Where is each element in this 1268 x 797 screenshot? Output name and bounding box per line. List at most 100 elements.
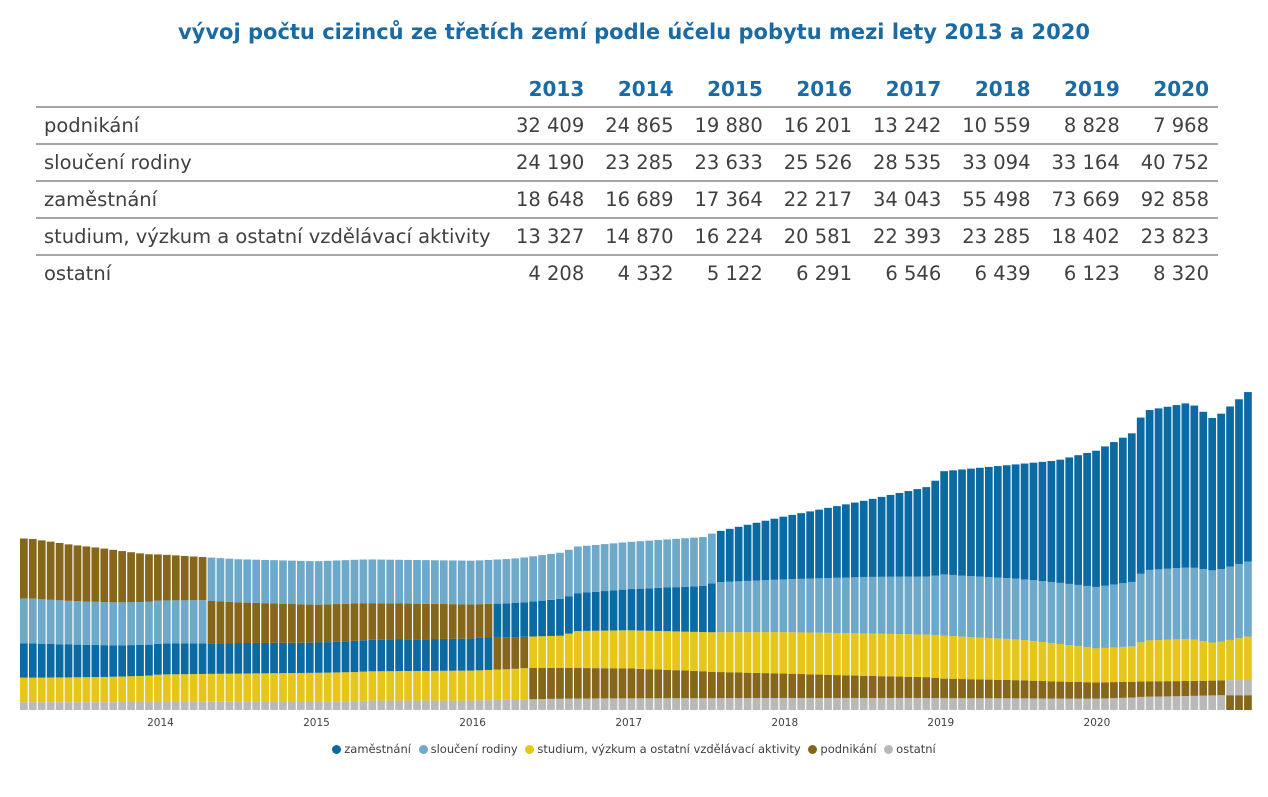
segment-studium, výzkum a ostatní vzdělávací aktivity <box>1199 640 1208 681</box>
segment-studium, výzkum a ostatní vzdělávací aktivity <box>493 669 502 700</box>
month-stack <box>618 542 627 710</box>
segment-podnikání <box>1226 695 1234 710</box>
segment-zaměstnání <box>162 643 171 675</box>
segment-sloučení rodiny <box>154 600 162 644</box>
segment-zaměstnání <box>55 644 64 678</box>
segment-sloučení rodiny <box>520 557 529 603</box>
segment-podnikání <box>1118 681 1127 698</box>
segment-sloučení rodiny <box>439 560 448 605</box>
month-stack <box>538 555 546 710</box>
segment-zaměstnání <box>109 645 118 677</box>
segment-sloučení rodiny <box>904 576 913 635</box>
segment-studium, výzkum a ostatní vzdělávací aktivity <box>359 671 368 701</box>
segment-ostatní <box>1065 698 1074 710</box>
segment-sloučení rodiny <box>332 560 341 605</box>
segment-sloučení rodiny <box>761 580 770 633</box>
segment-zaměstnání <box>770 518 779 580</box>
segment-studium, výzkum a ostatní vzdělávací aktivity <box>1244 636 1252 680</box>
month-stack <box>189 556 198 710</box>
segment-zaměstnání <box>904 491 913 577</box>
segment-podnikání <box>145 554 153 602</box>
segment-podnikání <box>466 604 475 639</box>
month-stack <box>279 560 287 710</box>
segment-zaměstnání <box>243 642 252 674</box>
segment-ostatní <box>645 698 654 710</box>
segment-podnikání <box>833 675 841 698</box>
segment-sloučení rodiny <box>243 559 252 603</box>
legend-label: studium, výzkum a ostatní vzdělávací akt… <box>537 742 801 756</box>
segment-podnikání <box>984 679 993 699</box>
segment-studium, výzkum a ostatní vzdělávací aktivity <box>976 637 984 680</box>
segment-studium, výzkum a ostatní vzdělávací aktivity <box>520 668 529 700</box>
legend-label: sloučení rodiny <box>430 742 518 756</box>
segment-zaměstnání <box>413 639 421 671</box>
segment-studium, výzkum a ostatní vzdělávací aktivity <box>1110 647 1118 683</box>
segment-studium, výzkum a ostatní vzdělávací aktivity <box>1217 641 1225 681</box>
segment-ostatní <box>600 698 609 710</box>
segment-studium, výzkum a ostatní vzdělávací aktivity <box>967 637 975 680</box>
segment-podnikání <box>198 557 207 601</box>
segment-podnikání <box>1145 681 1154 697</box>
segment-sloučení rodiny <box>645 540 654 589</box>
segment-podnikání <box>305 604 314 643</box>
month-stack <box>1074 455 1083 710</box>
segment-podnikání <box>573 668 582 699</box>
segment-studium, výzkum a ostatní vzdělávací aktivity <box>28 677 37 703</box>
month-stack <box>931 480 940 710</box>
segment-ostatní <box>82 702 91 710</box>
segment-ostatní <box>922 697 931 711</box>
segment-ostatní <box>46 702 55 710</box>
segment-podnikání <box>314 604 323 643</box>
segment-podnikání <box>1056 681 1065 699</box>
segment-studium, výzkum a ostatní vzdělávací aktivity <box>609 630 618 669</box>
table-cell: 5 122 <box>706 262 763 285</box>
segment-podnikání <box>707 671 716 699</box>
segment-ostatní <box>1226 680 1234 696</box>
table-row: zaměstnání 18 648 16 689 17 364 22 217 3… <box>36 181 1218 219</box>
segment-zaměstnání <box>886 494 895 577</box>
segment-ostatní <box>413 700 421 710</box>
month-stack <box>171 555 180 710</box>
segment-ostatní <box>1127 697 1136 710</box>
segment-zaměstnání <box>127 645 135 677</box>
segment-ostatní <box>654 698 663 710</box>
segment-sloučení rodiny <box>189 600 198 644</box>
segment-ostatní <box>448 700 457 710</box>
segment-zaměstnání <box>1092 450 1100 587</box>
segment-studium, výzkum a ostatní vzdělávací aktivity <box>439 670 448 701</box>
month-stack <box>645 540 654 710</box>
month-stack <box>967 468 975 710</box>
segment-podnikání <box>288 603 296 643</box>
segment-zaměstnání <box>627 589 636 631</box>
segment-sloučení rodiny <box>1190 567 1199 640</box>
segment-zaměstnání <box>690 586 698 632</box>
month-stack <box>323 560 332 710</box>
month-stack <box>949 470 957 710</box>
segment-studium, výzkum a ostatní vzdělávací aktivity <box>332 672 341 702</box>
segment-ostatní <box>1038 698 1047 710</box>
month-stack <box>413 560 421 710</box>
segment-sloučení rodiny <box>779 579 788 633</box>
segment-zaměstnání <box>341 641 350 673</box>
segment-podnikání <box>850 675 859 698</box>
month-stack <box>725 528 734 710</box>
segment-ostatní <box>591 698 600 710</box>
segment-studium, výzkum a ostatní vzdělávací aktivity <box>1047 642 1056 682</box>
segment-sloučení rodiny <box>1110 584 1118 648</box>
segment-studium, výzkum a ostatní vzdělávací aktivity <box>529 636 538 668</box>
segment-studium, výzkum a ostatní vzdělávací aktivity <box>1020 640 1029 681</box>
segment-ostatní <box>797 697 806 711</box>
month-stack <box>136 553 144 711</box>
segment-ostatní <box>270 701 278 710</box>
segment-studium, výzkum a ostatní vzdělávací aktivity <box>877 633 886 677</box>
month-stack <box>886 494 895 711</box>
segment-podnikání <box>1020 680 1029 699</box>
segment-ostatní <box>484 700 493 710</box>
month-stack <box>296 560 305 710</box>
segment-sloučení rodiny <box>547 553 555 600</box>
segment-ostatní <box>538 699 546 710</box>
segment-ostatní <box>1163 696 1172 710</box>
segment-studium, výzkum a ostatní vzdělávací aktivity <box>600 630 609 669</box>
segment-podnikání <box>940 678 949 699</box>
segment-zaměstnání <box>976 467 984 577</box>
